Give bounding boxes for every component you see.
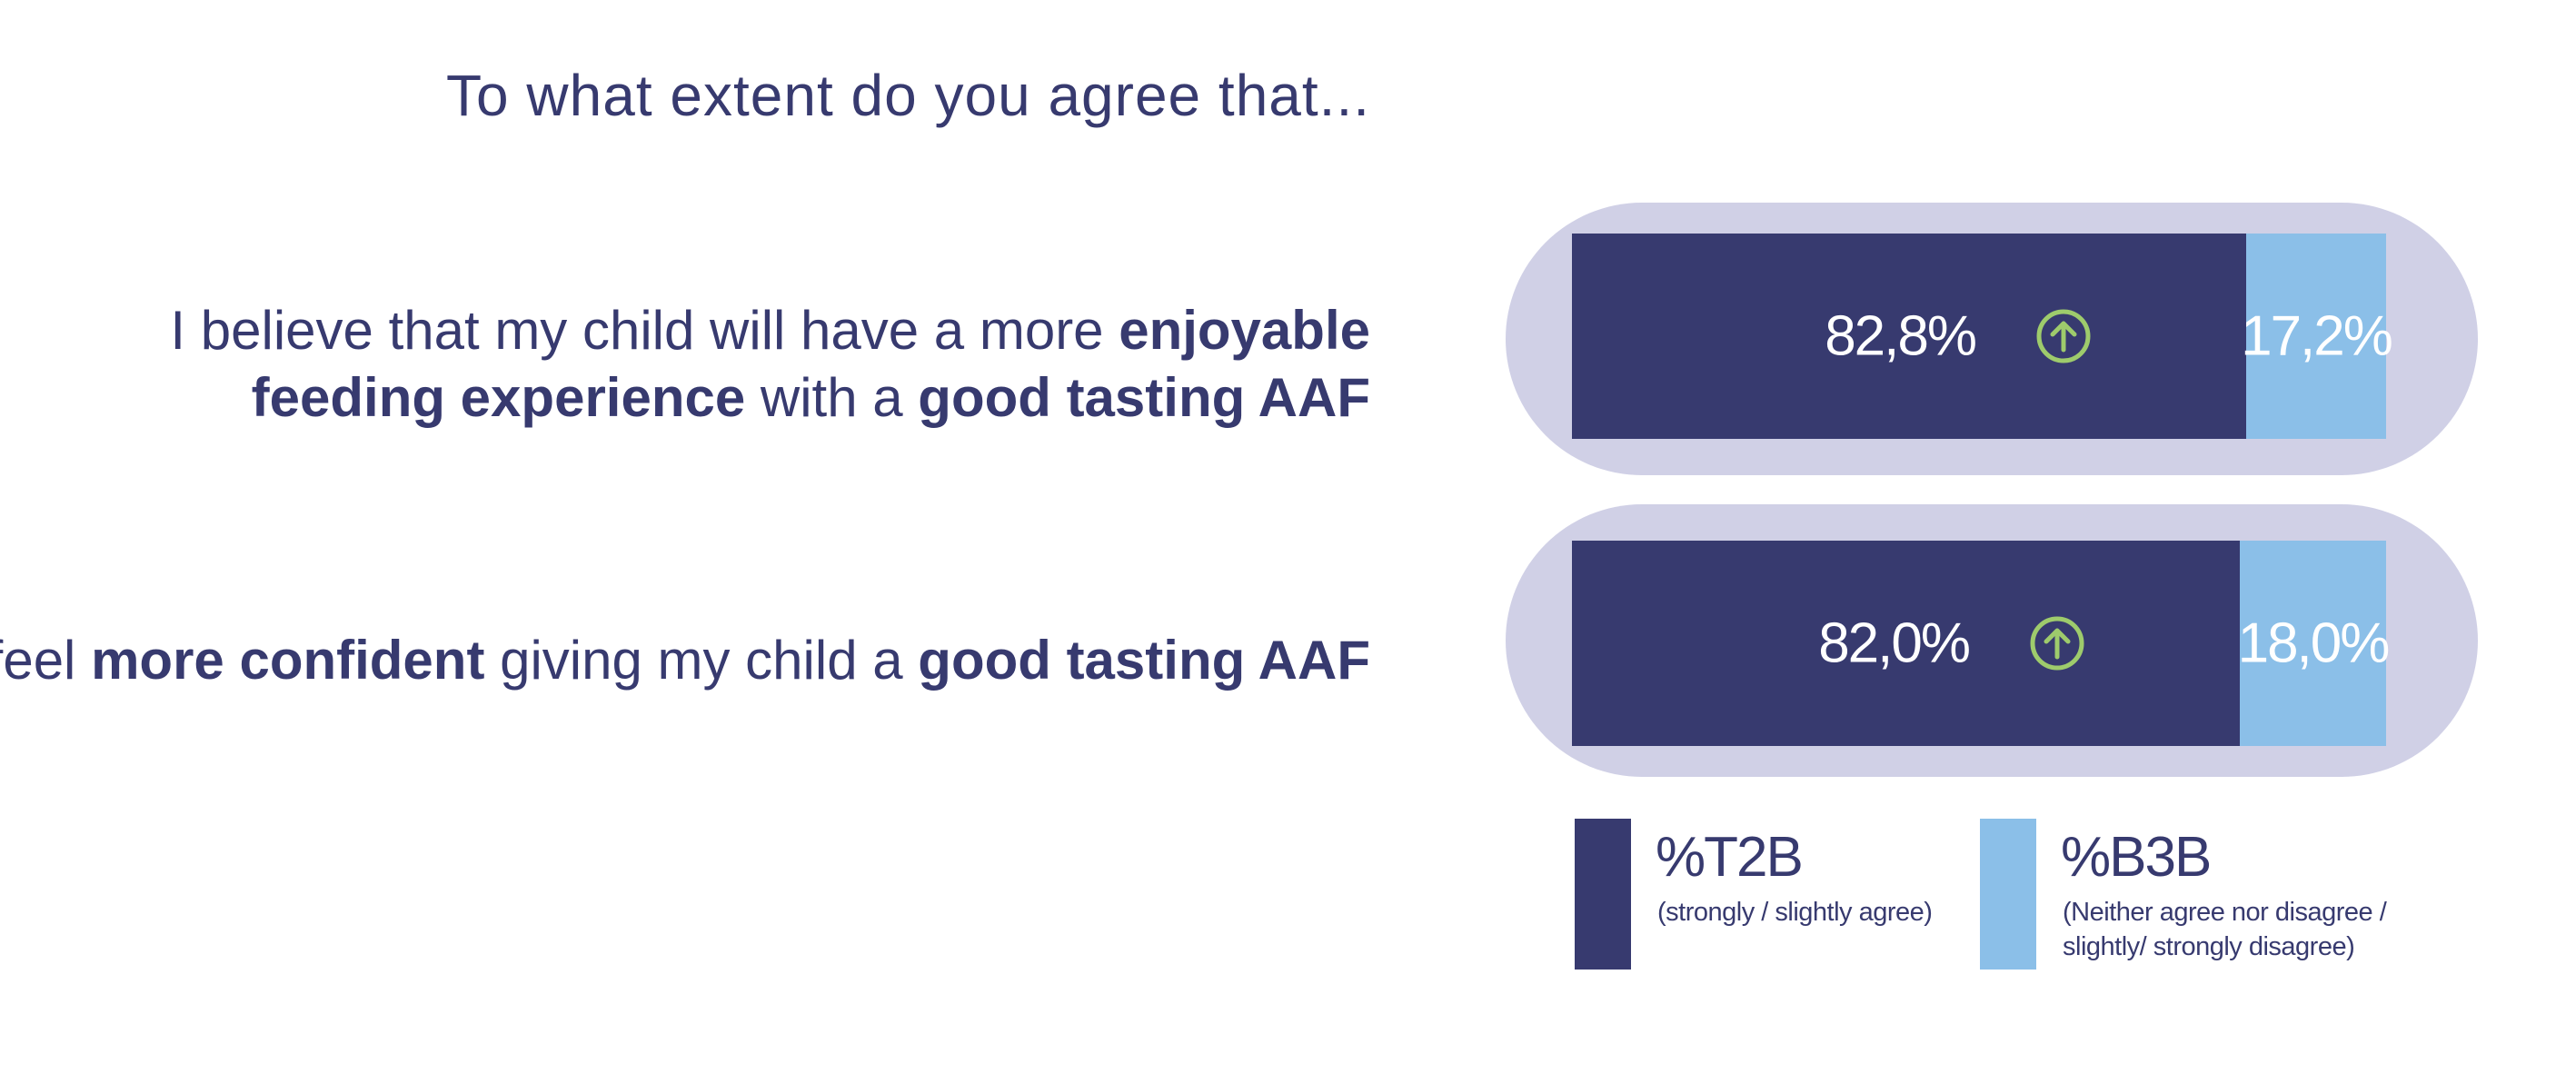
question-title: To what extent do you agree that...	[446, 63, 1370, 128]
bar-segment-b3b: 17,2%	[2241, 234, 2393, 439]
statement-2-text-2: giving my child a	[484, 630, 919, 691]
bar-value-label: 18,0%	[2237, 612, 2391, 675]
bar-segment-t2b: 82,8%	[1572, 234, 2246, 439]
statement-1-text-2: with a	[745, 367, 919, 428]
statement-1-bold-1: enjoyable	[1119, 300, 1370, 361]
legend-swatch-t2b	[1575, 819, 1631, 970]
statement-1-text: I believe that my child will have a more	[170, 300, 1119, 361]
statement-2: I feel more confident giving my child a …	[0, 627, 1370, 694]
statement-1-bold-3: good tasting AAF	[918, 367, 1370, 428]
legend-title-t2b: %T2B	[1656, 826, 1804, 889]
statement-2-text: I feel	[0, 630, 76, 691]
arrow-up-circle-icon	[2036, 309, 2091, 363]
stacked-bar-2: 82,0% 18,0%	[1572, 541, 2391, 746]
legend-swatch-b3b	[1980, 819, 2036, 970]
bar-segment-t2b: 82,0%	[1572, 541, 2240, 746]
legend-desc-b3b: (Neither agree nor disagree / slightly/ …	[2063, 898, 2387, 961]
bar-value-label: 82,8%	[1825, 304, 1977, 368]
statement-2-bold-2: good tasting AAF	[918, 630, 1370, 691]
arrow-up-circle-icon	[2030, 616, 2084, 671]
legend-title-b3b: %B3B	[2061, 826, 2212, 889]
statement-2-bold-1: more confident	[91, 630, 485, 691]
stacked-bar-1: 82,8% 17,2%	[1572, 234, 2393, 439]
statement-1: I believe that my child will have a more…	[170, 297, 1370, 432]
bar-value-label: 17,2%	[2241, 304, 2393, 368]
bar-segment-b3b: 18,0%	[2237, 541, 2391, 746]
statement-1-bold-2: feeding experience	[251, 367, 746, 428]
legend-desc-t2b: (strongly / slightly agree)	[1657, 898, 1933, 927]
bar-value-label: 82,0%	[1818, 612, 1971, 675]
